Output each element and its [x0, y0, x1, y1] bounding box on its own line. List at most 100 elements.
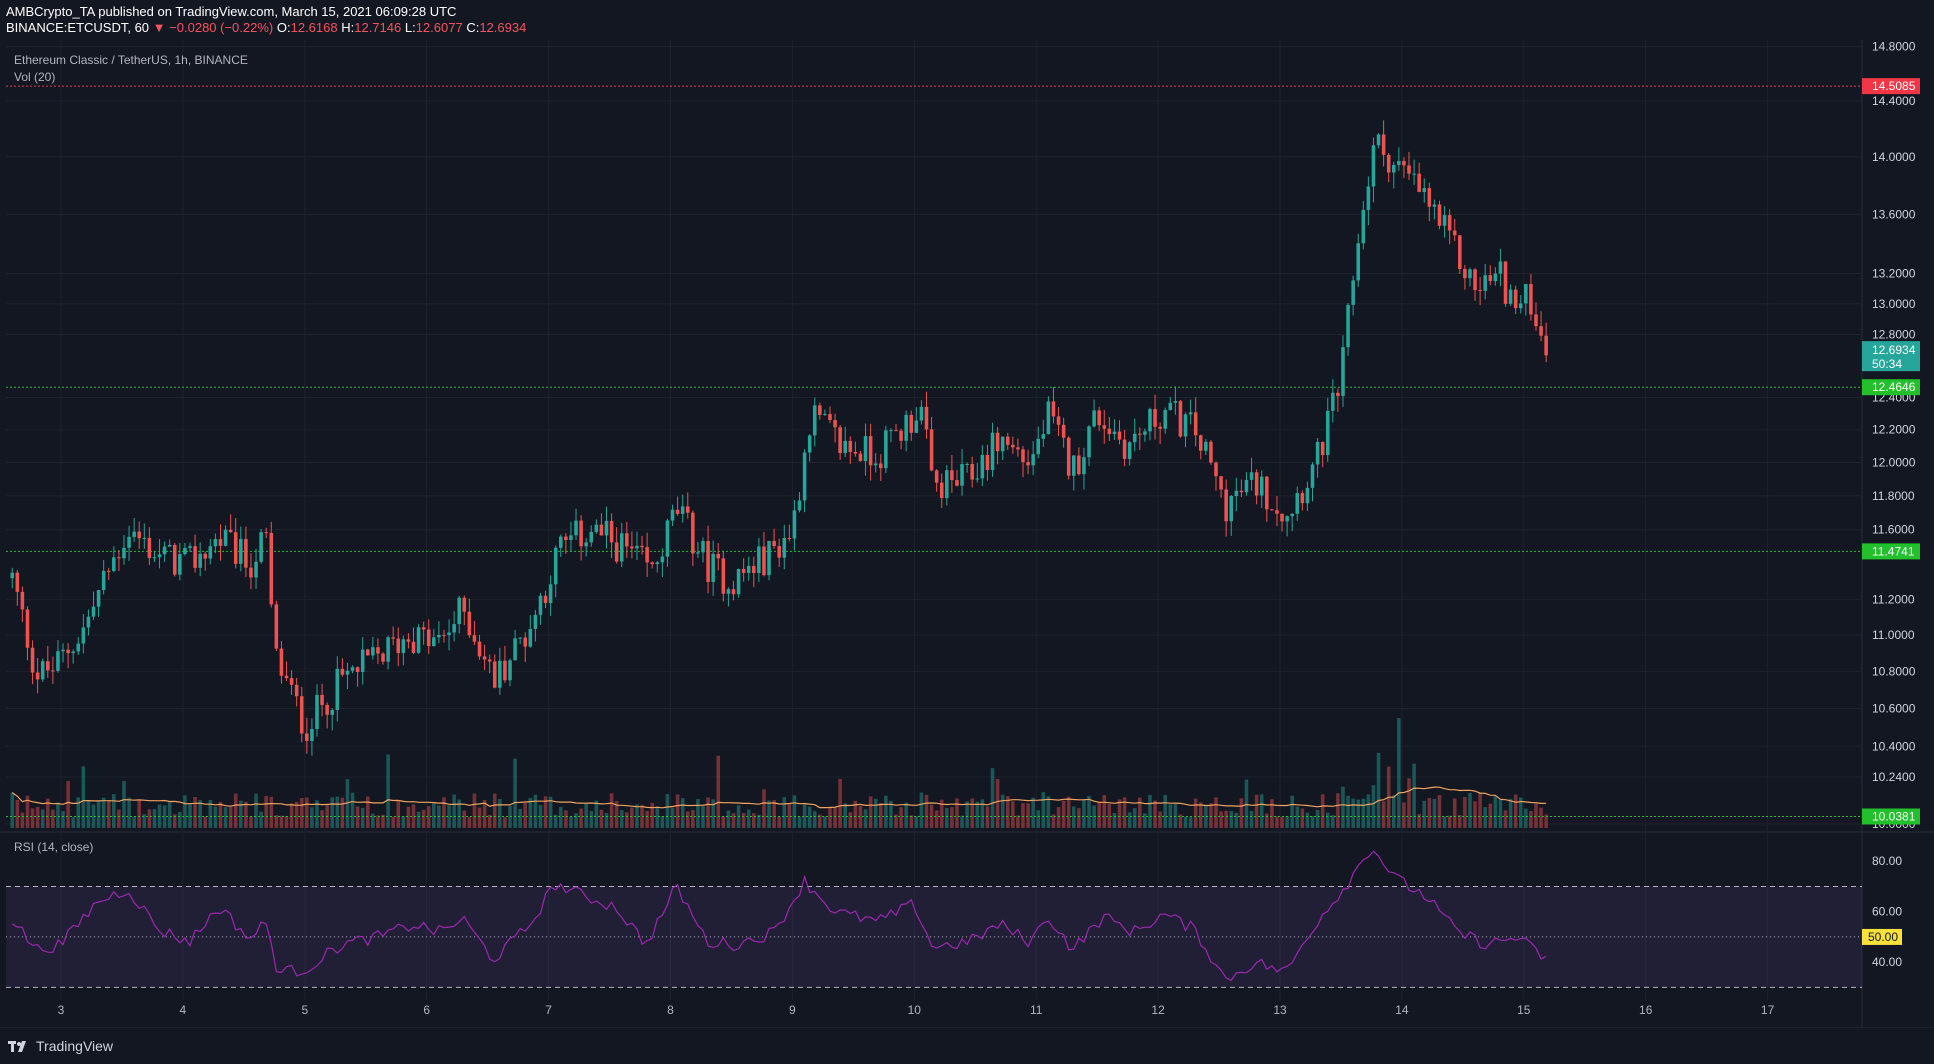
candle-body — [574, 520, 578, 536]
volume-bar — [1341, 786, 1345, 828]
candle-body — [76, 643, 81, 652]
x-tick-label: 17 — [1761, 1003, 1775, 1017]
volume-bar — [76, 797, 81, 828]
volume-bar — [1422, 800, 1427, 828]
candle-body — [691, 512, 695, 554]
candle-body — [437, 634, 441, 638]
volume-bar — [1148, 795, 1152, 828]
candle-body — [147, 537, 152, 559]
candle-body — [767, 540, 771, 576]
level-badge — [1862, 78, 1920, 95]
volume-bar — [1539, 807, 1543, 828]
volume-bar — [1005, 796, 1010, 828]
volume-bar — [492, 793, 497, 828]
candle-body — [955, 480, 959, 486]
price-tick-label: 13.2000 — [1872, 267, 1916, 281]
volume-bar — [685, 811, 690, 828]
candle-body — [249, 567, 253, 578]
candle-body — [711, 553, 715, 582]
rsi-tick-label: 40.00 — [1872, 955, 1902, 969]
volume-bar — [706, 797, 710, 828]
volume-bar — [203, 816, 208, 828]
candle-body — [1468, 269, 1472, 279]
candle-body — [1188, 412, 1193, 415]
volume-bar — [848, 812, 853, 828]
candle-body — [1198, 435, 1203, 451]
volume-bar — [1483, 807, 1487, 828]
volume-bar — [1041, 792, 1046, 828]
candle-body — [970, 463, 974, 480]
symbol-text[interactable]: BINANCE:ETCUSDT, 60 — [6, 20, 150, 35]
volume-bar — [20, 812, 25, 828]
volume-bar — [1265, 813, 1269, 828]
volume-bar — [228, 807, 233, 828]
volume-bar — [15, 799, 20, 828]
volume-bar — [1473, 801, 1477, 828]
candle-body — [376, 647, 380, 654]
rsi-label[interactable]: RSI (14, close) — [14, 840, 94, 854]
candle-body — [736, 569, 741, 595]
candle-body — [1209, 441, 1213, 463]
volume-bar — [711, 799, 715, 828]
volume-bar — [543, 796, 548, 828]
candle-body — [193, 546, 197, 568]
volume-bar — [1524, 808, 1528, 828]
x-tick-label: 14 — [1395, 1003, 1409, 1017]
candle-body — [924, 406, 929, 430]
volume-bar — [1452, 798, 1457, 828]
volume-bar — [1183, 816, 1188, 828]
volume-bar — [1132, 808, 1137, 828]
close-value: 12.6934 — [479, 20, 527, 35]
candle-body — [1437, 204, 1442, 226]
volume-bar — [894, 814, 898, 828]
candle-body — [1259, 476, 1264, 496]
volume-bar — [538, 805, 543, 828]
volume-label[interactable]: Vol (20) — [14, 70, 56, 84]
candle-body — [1173, 401, 1178, 403]
volume-bar — [178, 811, 182, 828]
volume-bar — [1488, 803, 1493, 828]
candle-body — [208, 546, 213, 559]
volume-bar — [269, 796, 274, 828]
volume-bar — [1097, 801, 1101, 828]
volume-bar — [960, 815, 964, 828]
volume-bar — [1437, 794, 1442, 828]
volume-bar — [1320, 794, 1325, 828]
volume-bar — [61, 811, 65, 828]
price-tick-label: 10.4000 — [1872, 739, 1916, 753]
volume-bar — [1397, 718, 1401, 828]
candle-body — [1498, 261, 1503, 274]
candle-body — [1503, 261, 1508, 304]
volume-bar — [564, 810, 568, 828]
volume-bar — [609, 793, 614, 828]
volume-bar — [965, 801, 969, 828]
volume-bar — [812, 811, 817, 828]
volume-bar — [239, 800, 243, 828]
rsi-mid-label: 50.00 — [1868, 930, 1898, 944]
volume-bar — [1219, 811, 1223, 828]
candle-body — [1341, 347, 1345, 396]
candle-body — [1422, 188, 1427, 192]
volume-bar — [691, 810, 695, 828]
candle-body — [188, 546, 192, 548]
candle-body — [960, 464, 964, 486]
tradingview-logo[interactable]: TradingView — [8, 1038, 113, 1054]
candle-body — [457, 597, 461, 625]
candle-body — [228, 529, 233, 533]
volume-bar — [741, 812, 746, 828]
candle-body — [1275, 510, 1279, 514]
x-tick-label: 10 — [908, 1003, 922, 1017]
candle-body — [909, 414, 914, 433]
candle-body — [1193, 412, 1198, 436]
volume-bar — [1518, 797, 1523, 828]
volume-bar — [1011, 801, 1015, 828]
volume-bar — [1173, 803, 1178, 828]
grid — [0, 40, 1934, 1029]
candle-body — [569, 535, 573, 541]
volume-bar — [360, 807, 365, 828]
volume-bar — [1112, 813, 1117, 828]
candle-body — [432, 637, 436, 647]
candle-body — [589, 531, 594, 543]
candle-body — [498, 660, 502, 688]
